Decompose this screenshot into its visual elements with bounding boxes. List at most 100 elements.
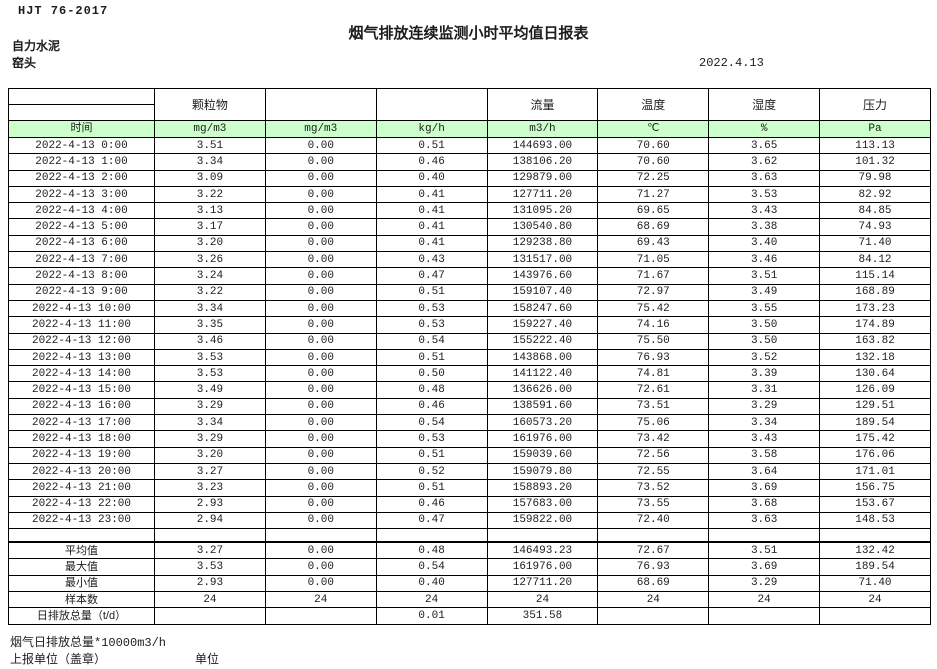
table-row: 2022-4-13 21:00 3.23 0.00 0.51 158893.20 73.5…	[8, 479, 931, 497]
value-cell: 0.51	[375, 136, 488, 155]
label-cell: 2022-4-13 9:00	[8, 283, 155, 301]
label-cell: 样本数	[8, 591, 155, 609]
value-cell: 189.54	[819, 414, 931, 432]
label-cell: 2022-4-13 20:00	[8, 462, 155, 481]
value-cell: 2.93	[154, 574, 266, 593]
value-cell: 24	[375, 591, 488, 609]
value-cell: 3.51	[708, 267, 821, 285]
value-cell: 3.13	[154, 202, 266, 220]
value-cell: 3.63	[708, 169, 821, 187]
value-cell: 3.23	[154, 479, 266, 497]
value-cell: 3.22	[154, 283, 266, 301]
value-cell: 3.34	[154, 299, 266, 318]
value-cell: 3.22	[154, 185, 266, 204]
value-cell: 129238.80	[486, 234, 599, 253]
table-row: 2022-4-13 5:00 3.17 0.00 0.41 130540.80 68.69…	[8, 218, 931, 236]
value-cell: 3.24	[154, 267, 266, 285]
table-body: 2022-4-13 0:00 3.51 0.00 0.51 144693.00 70.60…	[8, 136, 931, 625]
value-cell: 3.50	[708, 316, 821, 334]
group-header-humidity: 湿度	[708, 88, 821, 121]
value-cell: 129879.00	[486, 169, 599, 187]
value-cell: 146493.23	[486, 541, 599, 560]
group-header-blank-1	[264, 88, 377, 121]
value-cell: 129.51	[819, 397, 931, 416]
value-cell: 113.13	[819, 136, 931, 155]
table-row: 2022-4-13 12:00 3.46 0.00 0.54 155222.40 75.5…	[8, 332, 931, 350]
value-cell: 3.62	[708, 153, 821, 171]
table-row: 2022-4-13 3:00 3.22 0.00 0.41 127711.20 71.27…	[8, 185, 931, 204]
value-cell: 131095.20	[486, 202, 599, 220]
unit-header-m3h: m3/h	[486, 120, 599, 138]
unit-header-mgm3-a: mg/m3	[154, 120, 266, 138]
value-cell: 3.53	[154, 365, 266, 383]
monitoring-point-name: 窑头	[12, 56, 37, 70]
value-cell: 0.41	[375, 218, 488, 236]
value-cell: 3.53	[154, 558, 266, 576]
label-cell: 2022-4-13 8:00	[8, 267, 155, 285]
value-cell: 3.17	[154, 218, 266, 236]
label-cell: 2022-4-13 21:00	[8, 479, 155, 497]
value-cell: 3.53	[708, 185, 821, 204]
value-cell: 3.38	[708, 218, 821, 236]
value-cell: 0.48	[375, 541, 488, 560]
summary-row: 平均值 3.27 0.00 0.48 146493.23 72.67 3.51 132.42	[8, 541, 931, 560]
value-cell: 158893.20	[486, 479, 599, 497]
value-cell: 0.00	[264, 495, 377, 513]
label-cell: 2022-4-13 13:00	[8, 348, 155, 367]
value-cell: 3.51	[154, 136, 266, 155]
value-cell: 3.46	[708, 251, 821, 269]
time-header-upper-blank	[9, 90, 154, 105]
value-cell: 72.56	[597, 446, 710, 464]
value-cell: 0.41	[375, 202, 488, 220]
value-cell: 171.01	[819, 462, 931, 481]
label-cell	[8, 528, 155, 543]
label-cell: 2022-4-13 14:00	[8, 365, 155, 383]
label-cell: 2022-4-13 19:00	[8, 446, 155, 464]
value-cell: 3.20	[154, 446, 266, 464]
value-cell	[486, 528, 599, 543]
value-cell: 24	[819, 591, 931, 609]
unit-header-time: 时间	[8, 120, 155, 138]
label-cell: 2022-4-13 7:00	[8, 251, 155, 269]
value-cell	[819, 607, 931, 625]
label-cell: 最大值	[8, 558, 155, 576]
value-cell: 0.00	[264, 348, 377, 367]
value-cell: 68.69	[597, 574, 710, 593]
value-cell: 24	[597, 591, 710, 609]
value-cell: 159227.40	[486, 316, 599, 334]
value-cell: 127711.20	[486, 185, 599, 204]
value-cell: 24	[264, 591, 377, 609]
value-cell: 0.00	[264, 153, 377, 171]
table-row: 2022-4-13 11:00 3.35 0.00 0.53 159227.40 74.1…	[8, 316, 931, 334]
value-cell: 0.46	[375, 153, 488, 171]
value-cell: 0.00	[264, 234, 377, 253]
value-cell: 70.60	[597, 136, 710, 155]
summary-row: 最小值 2.93 0.00 0.40 127711.20 68.69 3.29 71.40	[8, 574, 931, 593]
value-cell	[819, 528, 931, 543]
value-cell: 130.64	[819, 365, 931, 383]
value-cell: 3.69	[708, 558, 821, 576]
value-cell: 0.54	[375, 332, 488, 350]
value-cell: 72.55	[597, 462, 710, 481]
value-cell: 24	[486, 591, 599, 609]
label-cell: 2022-4-13 1:00	[8, 153, 155, 171]
label-cell: 2022-4-13 3:00	[8, 185, 155, 204]
label-cell: 日排放总量（t/d）	[8, 607, 155, 625]
value-cell: 0.51	[375, 446, 488, 464]
value-cell: 3.51	[708, 541, 821, 560]
table-row: 2022-4-13 22:00 2.93 0.00 0.46 157683.00 73.5…	[8, 495, 931, 513]
value-cell: 79.98	[819, 169, 931, 187]
value-cell: 3.40	[708, 234, 821, 253]
table-row: 2022-4-13 23:00 2.94 0.00 0.47 159822.00 72.4…	[8, 511, 931, 530]
value-cell: 0.00	[264, 202, 377, 220]
value-cell: 160573.20	[486, 414, 599, 432]
value-cell: 75.42	[597, 299, 710, 318]
value-cell: 3.20	[154, 234, 266, 253]
value-cell: 0.51	[375, 283, 488, 301]
value-cell: 2.93	[154, 495, 266, 513]
value-cell: 138591.60	[486, 397, 599, 416]
footnote-total-emission: 烟气日排放总量*10000m3/h	[10, 636, 167, 650]
value-cell: 0.50	[375, 365, 488, 383]
table-row: 2022-4-13 9:00 3.22 0.00 0.51 159107.40 72.97…	[8, 283, 931, 301]
